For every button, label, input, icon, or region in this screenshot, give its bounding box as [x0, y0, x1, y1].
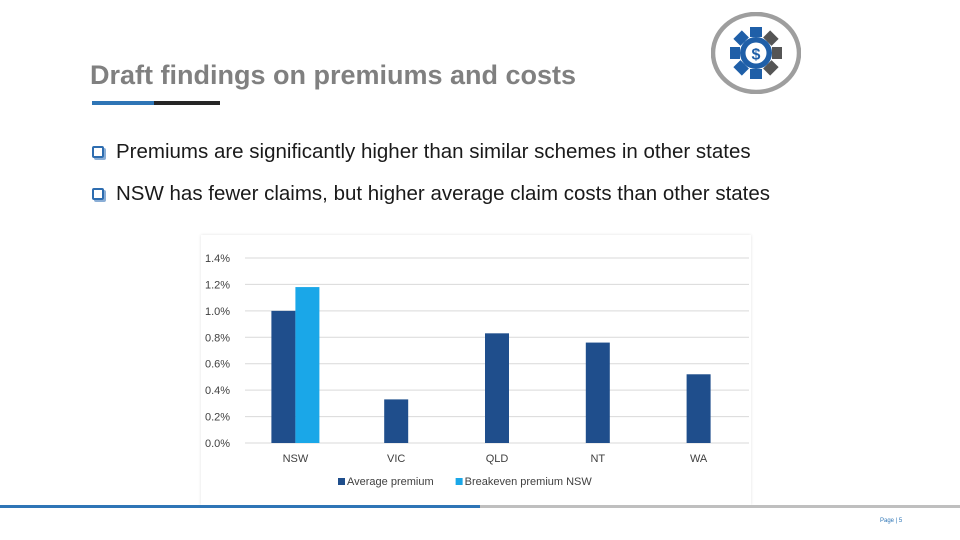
legend-label: Breakeven premium NSW — [465, 476, 593, 488]
gear-tooth — [733, 30, 749, 46]
x-tick-label: NT — [590, 453, 605, 465]
chart-svg: 0.0% 0.2% 0.4% 0.6% 0.8% 1.0% 1.2% 1.4% NSW VIC QL… — [205, 253, 749, 488]
checkbox-bullet-icon — [92, 146, 104, 158]
y-tick-label: 0.8% — [205, 332, 230, 344]
gear-dollar-icon: $ — [711, 12, 801, 94]
x-tick-label: WA — [690, 453, 708, 465]
gear-tooth — [733, 60, 749, 76]
bullet-text: Premiums are significantly higher than s… — [116, 140, 751, 163]
x-tick-label: QLD — [486, 453, 509, 465]
bar — [384, 399, 409, 443]
x-tick-label: NSW — [283, 453, 309, 465]
title-underline — [92, 101, 220, 105]
page-number: Page | 5 — [880, 518, 903, 524]
gear-tooth — [763, 60, 779, 76]
gear-tooth — [730, 47, 740, 59]
x-tick-label: VIC — [387, 453, 405, 465]
y-tick-label: 0.0% — [205, 438, 230, 450]
y-tick-label: 1.0% — [205, 306, 230, 318]
legend-swatch — [455, 478, 463, 485]
legend-label: Average premium — [347, 476, 434, 488]
bullet-claims: NSW has fewer claims, but higher average… — [92, 182, 770, 206]
bar — [295, 287, 320, 443]
dollar-symbol: $ — [752, 47, 761, 64]
bar — [686, 374, 711, 443]
y-tick-label: 0.4% — [205, 385, 230, 397]
checkbox-bullet-icon — [92, 188, 104, 200]
y-tick-label: 0.6% — [205, 359, 230, 371]
premium-bar-chart: 0.0% 0.2% 0.4% 0.6% 0.8% 1.0% 1.2% 1.4% NSW VIC QL… — [201, 235, 751, 505]
gear-tooth — [750, 27, 762, 37]
legend-swatch — [338, 478, 345, 485]
gear-tooth — [772, 47, 782, 59]
bar — [271, 310, 296, 443]
bullet-text: NSW has fewer claims, but higher average… — [116, 182, 771, 205]
footer-rule — [0, 505, 960, 508]
gear-tooth — [763, 30, 779, 46]
gear-tooth — [750, 69, 762, 79]
y-tick-label: 1.4% — [205, 253, 230, 265]
y-tick-label: 0.2% — [205, 412, 230, 424]
y-tick-label: 1.2% — [205, 279, 230, 291]
bar — [485, 333, 509, 443]
bullet-premiums: Premiums are significantly higher than s… — [92, 140, 751, 164]
page-title: Draft findings on premiums and costs — [90, 60, 577, 90]
bar — [585, 342, 610, 443]
